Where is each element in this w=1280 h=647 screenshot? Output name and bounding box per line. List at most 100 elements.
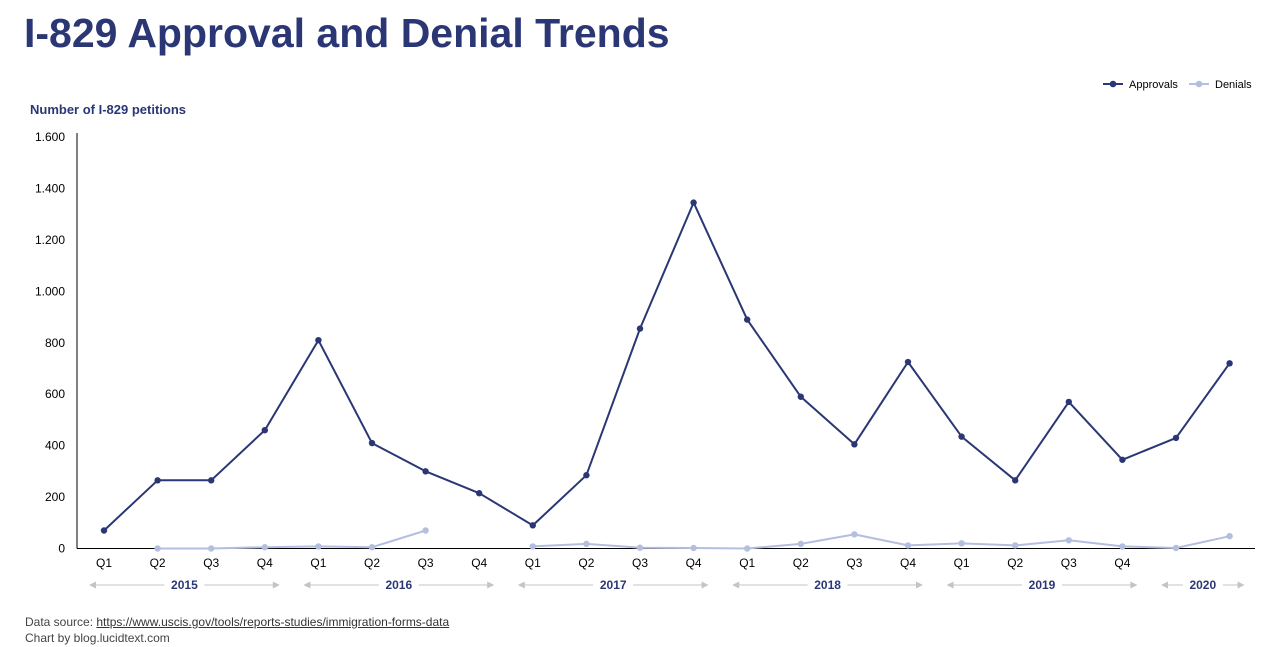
source-link[interactable]: https://www.uscis.gov/tools/reports-stud… [96, 615, 450, 629]
x-tick-label: Q3 [203, 556, 219, 570]
data-point-approvals [797, 393, 804, 400]
x-tick-label: Q2 [578, 556, 594, 570]
year-groups: 2015 2016 2017 2018 2019 2020 [89, 578, 1245, 592]
year-label: 2015 [171, 578, 198, 592]
x-tick-label: Q1 [739, 556, 755, 570]
data-point-denials [1172, 544, 1180, 552]
y-tick-label: 200 [45, 490, 65, 504]
year-arrowhead-left [946, 581, 954, 589]
data-point-denials [422, 527, 429, 534]
data-point-denials [690, 544, 697, 552]
legend-label: Approvals [1129, 79, 1178, 91]
data-point-denials [636, 544, 644, 551]
year-group-2015: 2015 [89, 578, 280, 592]
data-point-denials [958, 540, 965, 547]
data-point-approvals [208, 477, 215, 484]
year-group-2017: 2017 [517, 578, 709, 592]
data-point-approvals [261, 426, 268, 434]
data-point-approvals [636, 325, 644, 332]
x-tick-label: Q4 [1114, 556, 1130, 570]
data-point-approvals [529, 522, 536, 529]
legend-marker [1195, 80, 1203, 88]
year-arrowhead-left [517, 581, 525, 589]
x-tick-label: Q4 [900, 556, 916, 570]
year-label: 2020 [1189, 578, 1216, 592]
data-point-approvals [154, 477, 161, 484]
y-tick-label: 1.600 [35, 130, 65, 144]
year-label: 2016 [385, 578, 412, 592]
data-point-approvals [851, 441, 858, 448]
x-tick-label: Q3 [1061, 556, 1077, 570]
x-tick-label: Q4 [686, 556, 702, 570]
data-point-approvals [690, 199, 697, 206]
y-tick-label: 1.400 [35, 181, 65, 195]
year-label: 2019 [1029, 578, 1056, 592]
data-point-denials [1226, 532, 1233, 540]
x-tick-label: Q4 [471, 556, 487, 570]
year-arrowhead-left [303, 581, 311, 589]
y-tick-label: 1.200 [35, 233, 65, 247]
data-point-approvals [476, 490, 483, 497]
year-arrowhead-left [89, 581, 96, 589]
x-tick-label: Q2 [1007, 556, 1023, 570]
chart-credit: Chart by blog.lucidtext.com [25, 631, 170, 645]
year-arrowhead-right [701, 581, 709, 589]
data-point-denials [315, 543, 322, 550]
year-group-2016: 2016 [303, 578, 495, 592]
data-point-denials [208, 545, 215, 552]
y-tick-label: 400 [45, 439, 65, 453]
x-tick-label: Q2 [150, 556, 166, 570]
year-arrowhead-right [1130, 581, 1138, 589]
data-point-approvals [315, 336, 322, 344]
data-point-denials [1012, 542, 1019, 549]
data-point-approvals [1226, 360, 1233, 367]
data-point-denials [583, 540, 590, 548]
data-point-denials [1119, 543, 1126, 550]
data-point-denials [368, 544, 376, 551]
data-point-approvals [1012, 477, 1019, 484]
x-tick-label: Q3 [846, 556, 862, 570]
data-point-approvals [583, 472, 590, 479]
y-tick-label: 600 [45, 387, 65, 401]
data-point-approvals [958, 433, 965, 440]
year-arrowhead-right [1237, 581, 1245, 589]
data-point-approvals [904, 358, 912, 366]
data-point-denials [261, 544, 268, 551]
x-tick-label: Q3 [632, 556, 648, 570]
data-point-denials [851, 531, 858, 538]
legend-item-denials: Denials [1189, 79, 1252, 91]
year-label: 2017 [600, 578, 627, 592]
data-point-approvals [422, 468, 429, 475]
data-point-denials [797, 540, 804, 548]
data-point-approvals [100, 527, 108, 534]
series-line-denials [532, 533, 1230, 550]
x-tick-label: Q1 [954, 556, 970, 570]
data-point-approvals [1119, 456, 1126, 463]
year-arrowhead-right [916, 581, 923, 589]
legend: Approvals Denials [1103, 79, 1252, 91]
x-tick-label: Q1 [310, 556, 326, 570]
data-point-approvals [744, 316, 751, 323]
legend-label: Denials [1215, 79, 1252, 91]
y-tick-label: 0 [58, 542, 65, 556]
series-denials [154, 527, 1233, 552]
x-tick-label: Q2 [793, 556, 809, 570]
year-arrowhead-left [732, 581, 740, 589]
year-group-2018: 2018 [732, 578, 923, 592]
x-tick-label: Q2 [364, 556, 380, 570]
source-prefix: Data source: [25, 615, 97, 629]
series-line-approvals [103, 201, 1231, 532]
series-line-denials [157, 529, 426, 550]
data-point-denials [744, 545, 751, 552]
y-tick-label: 800 [45, 336, 65, 350]
data-point-denials [529, 543, 536, 550]
data-point-denials [1065, 537, 1073, 544]
y-axis: 0 200 400 600 800 1.000 1.200 1.400 1.600 [35, 130, 65, 556]
year-group-2019: 2019 [946, 578, 1138, 592]
data-point-approvals [1065, 398, 1073, 406]
source-note: Data source: https://www.uscis.gov/tools… [25, 614, 449, 646]
series-group [100, 199, 1233, 552]
year-arrowhead-right [272, 581, 280, 589]
chart-title: I-829 Approval and Denial Trends [24, 10, 670, 56]
axes [76, 133, 1255, 549]
